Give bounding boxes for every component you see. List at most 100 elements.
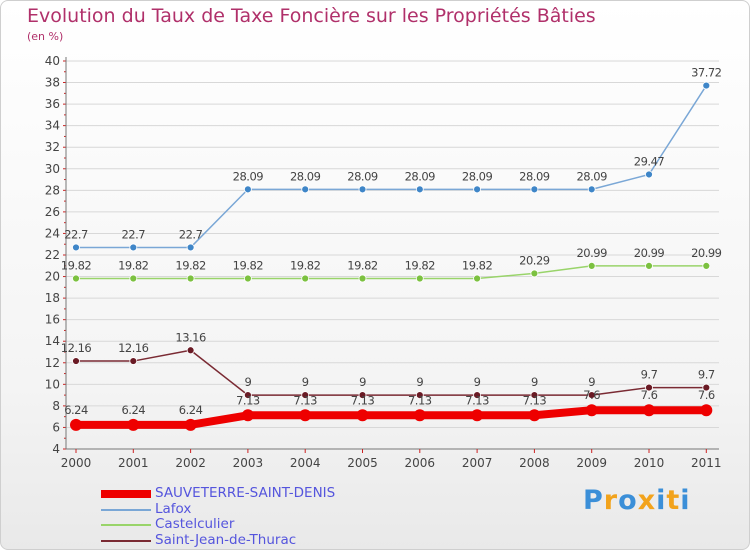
data-label: 19.82: [405, 258, 436, 272]
data-label: 28.09: [405, 169, 436, 183]
data-label: 22.7: [64, 227, 88, 241]
y-tick-label: 18: [45, 291, 60, 305]
legend-item: Saint-Jean-de-Thurac: [101, 532, 401, 548]
y-tick-label: 24: [45, 226, 60, 240]
data-label: 20.99: [576, 246, 607, 260]
data-point: [70, 418, 82, 431]
data-label: 7.6: [698, 388, 715, 402]
data-label: 9: [359, 375, 366, 389]
series-line-lafox: [75, 84, 708, 249]
data-point: [587, 391, 596, 400]
data-point: [299, 409, 312, 422]
logo-letter: r: [603, 485, 619, 516]
series-line-saint-jean-de-thurac: [75, 349, 708, 396]
data-point: [702, 261, 711, 270]
data-point: [473, 185, 482, 194]
data-label: 28.09: [519, 169, 550, 183]
data-label: 7.13: [523, 393, 547, 407]
data-point: [186, 346, 195, 355]
data-label: 13.16: [175, 330, 206, 344]
data-label: 28.09: [347, 169, 378, 183]
data-point: [645, 383, 653, 392]
data-point: [241, 409, 254, 422]
data-point: [127, 418, 140, 431]
data-point: [72, 243, 80, 252]
legend-swatch: [101, 490, 151, 498]
data-label: 28.09: [576, 169, 607, 183]
unit-label: (en %): [27, 30, 64, 43]
data-label: 28.09: [462, 169, 493, 183]
data-label: 19.82: [462, 258, 493, 272]
data-point: [129, 357, 138, 365]
data-point: [413, 409, 426, 422]
data-label: 7.13: [351, 393, 375, 407]
proxiti-logo: Proxiti: [583, 485, 691, 516]
data-point: [415, 185, 424, 194]
data-point: [530, 269, 539, 278]
legend-swatch: [101, 539, 151, 542]
data-label: 12.16: [118, 341, 149, 355]
legend-item: Lafox: [101, 501, 401, 517]
data-label: 9.7: [641, 368, 658, 382]
legend: SAUVETERRE-SAINT-DENIS Lafox Castelculier S…: [101, 485, 401, 548]
y-tick-label: 22: [45, 248, 60, 262]
data-label: 19.82: [290, 258, 321, 272]
data-point: [415, 391, 424, 400]
y-tick-label: 30: [45, 162, 60, 176]
data-label: 9: [416, 375, 423, 389]
data-label: 7.13: [236, 393, 260, 407]
x-tick-label: 2008: [519, 456, 550, 470]
data-label: 9: [302, 375, 309, 389]
y-tick-label: 36: [45, 97, 60, 111]
y-tick-label: 12: [45, 356, 60, 370]
data-point: [243, 391, 252, 400]
data-label: 29.47: [634, 154, 665, 168]
data-label: 9: [588, 375, 595, 389]
data-label: 7.13: [408, 393, 432, 407]
data-point: [643, 404, 655, 417]
legend-swatch: [101, 524, 151, 526]
y-tick-label: 16: [45, 313, 60, 327]
data-point: [587, 261, 596, 270]
chart-title: Evolution du Taux de Taxe Foncière sur l…: [27, 5, 596, 27]
data-point: [129, 274, 138, 283]
data-label: 6.24: [64, 403, 88, 417]
data-label: 19.82: [175, 258, 206, 272]
y-tick-label: 26: [45, 205, 60, 219]
y-tick-label: 10: [45, 377, 60, 391]
x-tick-label: 2005: [347, 456, 378, 470]
x-tick-label: 2009: [576, 456, 607, 470]
data-point: [184, 418, 197, 431]
data-point: [301, 185, 310, 194]
data-label: 12.16: [61, 341, 92, 355]
y-tick-label: 40: [45, 54, 60, 68]
x-tick-label: 2000: [61, 456, 92, 470]
data-label: 22.7: [121, 227, 145, 241]
data-label: 20.99: [691, 246, 722, 260]
x-tick-label: 2001: [118, 456, 149, 470]
data-label: 9: [531, 375, 538, 389]
data-point: [587, 185, 596, 194]
data-label: 9: [474, 375, 481, 389]
logo-letter: o: [618, 485, 638, 516]
data-label: 19.82: [233, 258, 264, 272]
data-label: 28.09: [290, 169, 321, 183]
x-tick-label: 2007: [462, 456, 493, 470]
data-label: 6.24: [179, 403, 203, 417]
legend-item: Castelculier: [101, 516, 401, 532]
data-point: [358, 274, 367, 283]
data-label: 22.7: [179, 227, 203, 241]
data-point: [129, 243, 138, 252]
logo-letter: x: [637, 485, 657, 516]
data-point: [645, 261, 653, 270]
y-tick-label: 20: [45, 270, 60, 284]
data-point: [471, 409, 484, 422]
data-point: [186, 274, 195, 283]
data-point: [473, 391, 482, 400]
y-tick-label: 8: [52, 399, 60, 413]
y-tick-label: 32: [45, 140, 60, 154]
data-point: [358, 185, 367, 194]
x-tick-label: 2004: [290, 456, 321, 470]
legend-swatch: [101, 508, 151, 511]
